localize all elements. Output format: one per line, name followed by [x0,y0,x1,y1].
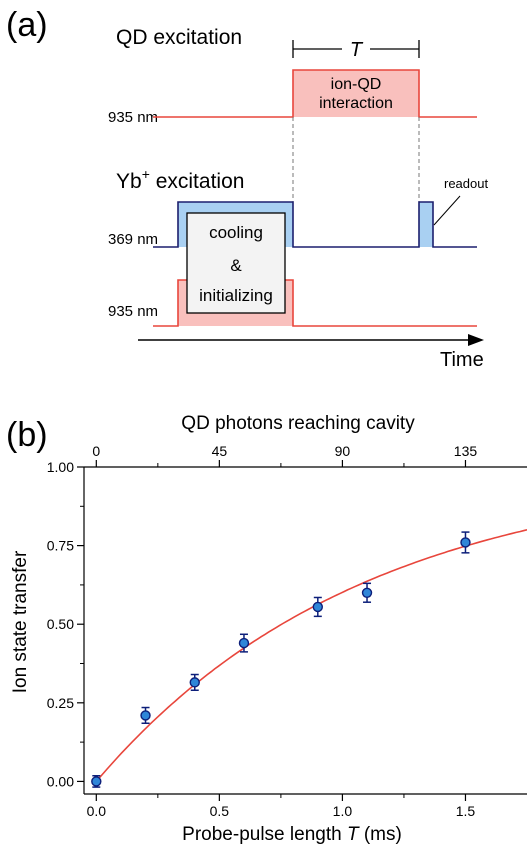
initializing-label: initializing [199,286,273,305]
y-tick-label: 0.25 [47,695,74,711]
cooling-label: cooling [209,223,263,242]
data-point [140,710,151,721]
top-tick-label: 0 [92,443,100,459]
y-tick-label: 1.00 [47,459,74,475]
x-axis-label: Probe-pulse length T (ms) [182,824,402,845]
interaction-line1: ion-QD [331,76,382,93]
qd-935-trace [153,69,477,118]
interaction-line2: interaction [319,95,393,112]
panel-b-label: (b) [6,416,48,454]
ampersand-label: & [230,256,242,275]
qd-excitation-title: QD excitation [116,26,242,49]
panel-a-label: (a) [6,6,48,44]
x-tick-label: 1.5 [456,803,476,819]
cooling-init-box [186,212,286,314]
data-point [361,587,373,598]
y-tick-label: 0.75 [47,538,74,554]
fit-curve [95,529,527,782]
timing-diagram: (a) QD excitation T 935 nm ion-QD intera… [6,6,488,371]
wavelength-935-bottom: 935 nm [108,303,158,320]
data-point [312,601,324,613]
plot-area: 0.00 0.25 0.50 0.75 1.00 0.0 0.5 1.0 1.5 0 45 90 135 [47,443,527,819]
wavelength-935-top: 935 nm [108,109,158,126]
readout-pointer [433,195,461,226]
readout-label: readout [444,176,488,191]
top-tick-label: 90 [335,443,351,459]
y-axis-label: Ion state transfer [10,550,31,693]
x-tick-label: 1.0 [333,803,353,819]
data-point [189,677,200,688]
data-point [460,537,471,548]
time-arrow-icon [468,334,484,346]
chart: QD photons reaching cavity Ion state tra… [10,413,527,845]
top-axis-label: QD photons reaching cavity [181,413,415,434]
time-axis-label: Time [440,349,484,371]
wavelength-369: 369 nm [108,231,158,248]
y-tick-label: 0.00 [47,773,74,789]
x-tick-label: 0.5 [210,803,230,819]
yb-369-trace [153,201,477,248]
readout-pulse-fill [419,202,433,247]
data-point [91,776,102,787]
period-label: T [350,39,364,61]
x-tick-label: 0.0 [87,803,107,819]
top-tick-label: 45 [212,443,228,459]
interaction-pulse-fill [293,70,419,117]
period-bracket: T [292,39,420,61]
y-tick-label: 0.50 [47,616,74,632]
top-tick-label: 135 [454,443,478,459]
yb-excitation-title: Yb+ excitation [116,166,244,193]
data-point [238,637,250,649]
